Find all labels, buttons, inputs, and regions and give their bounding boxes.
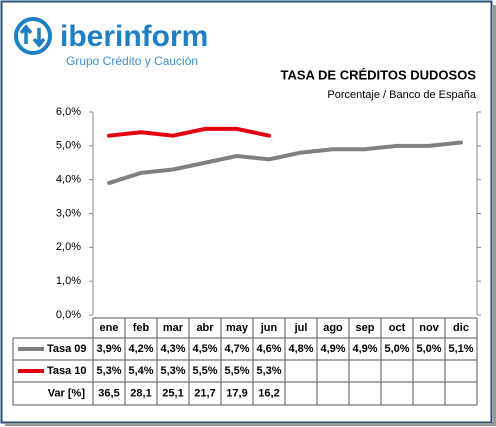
row-label: Var [%]	[48, 387, 86, 399]
table-cell: 16,2	[258, 387, 279, 399]
table-cell: 5,0%	[384, 343, 409, 355]
table-cell: 4,5%	[192, 343, 217, 355]
y-tick-label: 4,0%	[56, 174, 81, 186]
chart-title: TASA DE CRÉDITOS DUDOSOS	[280, 67, 476, 82]
logo-icon	[14, 17, 52, 55]
table-cell: 5,3%	[160, 365, 185, 377]
y-tick-label: 3,0%	[56, 207, 81, 219]
table-cell: 5,1%	[448, 343, 473, 355]
series-line	[107, 140, 463, 186]
x-tick-label: may	[226, 322, 249, 334]
table-cell: 5,3%	[96, 365, 121, 377]
x-tick-label: ago	[323, 322, 343, 334]
x-tick-label: sep	[356, 322, 375, 334]
x-tick-label: jun	[260, 322, 278, 334]
x-tick-label: abr	[196, 322, 214, 334]
table-cell: 4,7%	[224, 343, 249, 355]
table-cell: 4,3%	[160, 343, 185, 355]
series-line	[107, 126, 271, 138]
x-tick-label: ene	[100, 322, 119, 334]
y-tick-label: 1,0%	[56, 275, 81, 287]
shadow	[5, 423, 496, 426]
x-tick-label: nov	[419, 322, 439, 334]
table-cell: 4,6%	[256, 343, 281, 355]
legend-label: Tasa 09	[47, 343, 87, 355]
x-tick-label: jul	[294, 322, 308, 334]
table-cell: 5,5%	[192, 365, 217, 377]
table-cell: 5,4%	[128, 365, 153, 377]
table-cell: 5,5%	[224, 365, 249, 377]
x-tick-label: feb	[133, 322, 150, 334]
legend-label: Tasa 10	[47, 365, 87, 377]
y-tick-label: 0,0%	[56, 309, 81, 321]
table-cell: 25,1	[162, 387, 183, 399]
table-cell: 3,9%	[96, 343, 121, 355]
table-cell: 4,2%	[128, 343, 153, 355]
table-cell: 5,0%	[416, 343, 441, 355]
chart-subtitle: Porcentaje / Banco de España	[327, 89, 476, 101]
y-tick-label: 2,0%	[56, 241, 81, 253]
logo-brand: iberinform	[60, 20, 208, 53]
table-cell: 4,8%	[288, 343, 313, 355]
shadow	[493, 5, 496, 425]
table-cell: 17,9	[226, 387, 247, 399]
table-cell: 28,1	[130, 387, 151, 399]
table-cell: 5,3%	[256, 365, 281, 377]
table-cell: 4,9%	[320, 343, 345, 355]
x-tick-label: dic	[453, 322, 469, 334]
y-tick-label: 6,0%	[56, 106, 81, 118]
logo-tagline: Grupo Crédito y Caución	[66, 54, 198, 68]
x-tick-label: mar	[163, 322, 184, 334]
table-cell: 36,5	[98, 387, 119, 399]
x-tick-label: oct	[389, 322, 406, 334]
table-cell: 4,9%	[352, 343, 377, 355]
y-tick-label: 5,0%	[56, 140, 81, 152]
table-cell: 21,7	[194, 387, 215, 399]
